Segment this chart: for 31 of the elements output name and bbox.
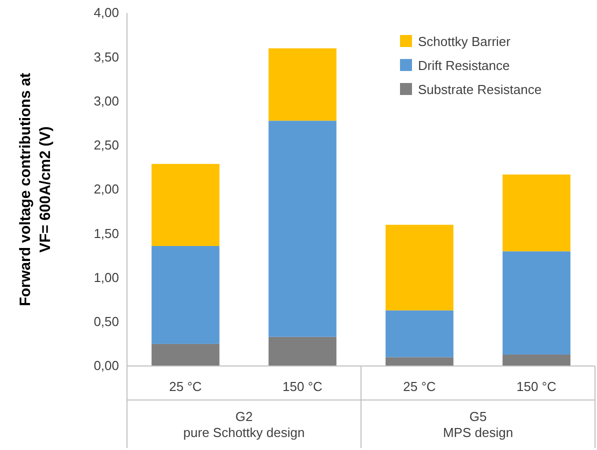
text: G5 MPS design (442, 409, 514, 440)
y-tick-label: 3,00 (94, 93, 119, 108)
bar (386, 310, 454, 358)
legend-label: Substrate Resistance (418, 82, 542, 97)
bar (502, 354, 570, 366)
y-tick-label: 1,00 (94, 270, 119, 285)
bar (268, 48, 336, 121)
y-tick-label: 0,00 (94, 358, 119, 374)
y-tick-label: 2,50 (94, 138, 119, 153)
bar (268, 120, 336, 337)
y-tick-label: 3,50 (94, 49, 119, 64)
bar (152, 164, 220, 246)
bar (386, 224, 454, 310)
bar (152, 344, 220, 366)
text: G2 pure Schottky design (183, 409, 305, 440)
x-tick-label: 25 °C (169, 379, 202, 394)
bar (152, 246, 220, 344)
bar (268, 336, 336, 366)
y-tick-label: 0,50 (94, 314, 119, 330)
y-tick-label: 4,00 (94, 5, 119, 20)
y-tick-label: 2,00 (94, 182, 119, 197)
bar (386, 357, 454, 366)
x-tick-label: 150 °C (282, 379, 322, 394)
bar (502, 174, 570, 252)
legend-label: Drift Resistance (418, 58, 510, 73)
x-tick-label: 25 °C (403, 379, 436, 394)
x-tick-label: 150 °C (516, 379, 556, 394)
bar (502, 251, 570, 355)
y-axis-title: Forward voltage contributions at VF= 600A/cm2 (V) (17, 72, 54, 306)
legend-label: Schottky Barrier (418, 34, 512, 49)
y-tick-label: 1,50 (94, 226, 119, 241)
